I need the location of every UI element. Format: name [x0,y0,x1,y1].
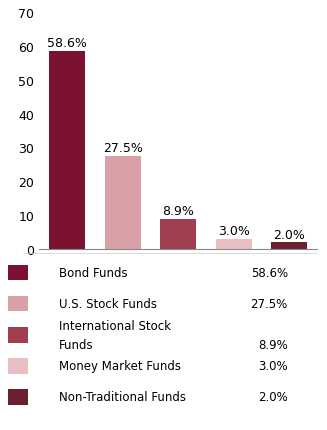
Text: Money Market Funds: Money Market Funds [59,359,181,372]
Text: 8.9%: 8.9% [258,338,288,351]
Bar [49,52,85,249]
Text: 27.5%: 27.5% [250,298,288,310]
Text: 58.6%: 58.6% [250,267,288,280]
Text: Non-Traditional Funds: Non-Traditional Funds [59,390,186,403]
Text: 3.0%: 3.0% [218,224,250,237]
Text: 27.5%: 27.5% [103,142,143,155]
Bar [160,219,196,249]
Text: U.S. Stock Funds: U.S. Stock Funds [59,298,157,310]
Text: 3.0%: 3.0% [258,359,288,372]
Bar [216,239,252,249]
Text: 2.0%: 2.0% [273,228,305,241]
Bar [105,157,141,249]
Text: International Stock: International Stock [59,319,171,332]
Text: Bond Funds: Bond Funds [59,267,128,280]
Text: Funds: Funds [59,338,94,351]
Text: 8.9%: 8.9% [162,205,194,218]
Text: 58.6%: 58.6% [47,37,87,50]
Text: 2.0%: 2.0% [258,390,288,403]
Bar [271,243,307,249]
